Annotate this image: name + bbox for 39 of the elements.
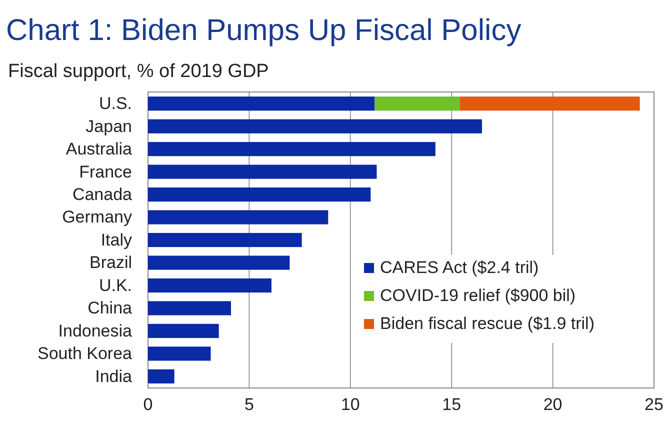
y-tick-label: France bbox=[79, 162, 132, 182]
bar bbox=[374, 96, 460, 111]
y-tick-label: Brazil bbox=[89, 253, 132, 272]
x-tick-label: 20 bbox=[543, 395, 562, 414]
y-tick-label: India bbox=[95, 366, 133, 386]
y-tick-label: Canada bbox=[72, 184, 133, 204]
x-tick-label: 15 bbox=[442, 395, 462, 414]
x-tick-label: 25 bbox=[644, 395, 664, 414]
bar bbox=[148, 119, 482, 134]
bar bbox=[148, 187, 371, 202]
x-tick-label: 5 bbox=[244, 395, 254, 414]
bar bbox=[148, 324, 219, 338]
legend-label: CARES Act ($2.4 tril) bbox=[380, 258, 539, 277]
y-tick-label: China bbox=[88, 298, 133, 318]
bar bbox=[148, 96, 375, 111]
bar bbox=[148, 232, 302, 248]
legend-label: COVID-19 relief ($900 bil) bbox=[380, 286, 576, 305]
y-tick-label: Germany bbox=[62, 208, 132, 227]
bar bbox=[148, 256, 290, 270]
bar bbox=[148, 164, 377, 179]
y-tick-label: South Korea bbox=[37, 344, 133, 364]
bar bbox=[148, 301, 231, 316]
y-tick-label: Australia bbox=[66, 140, 133, 159]
bar bbox=[148, 369, 174, 384]
chart-title: Chart 1: Biden Pumps Up Fiscal Policy bbox=[6, 14, 522, 47]
chart-subtitle: Fiscal support, % of 2019 GDP bbox=[8, 61, 269, 82]
bar bbox=[148, 278, 272, 293]
y-tick-label: Indonesia bbox=[58, 321, 133, 340]
bar bbox=[148, 346, 211, 361]
bar bbox=[148, 210, 328, 224]
y-tick-label: U.K. bbox=[98, 276, 132, 295]
bar bbox=[460, 96, 640, 111]
y-tick-label: Japan bbox=[86, 116, 132, 136]
x-tick-label: 0 bbox=[143, 395, 153, 414]
y-tick-label: U.S. bbox=[98, 94, 132, 114]
x-tick-label: 10 bbox=[340, 395, 360, 414]
y-tick-label: Italy bbox=[100, 230, 132, 250]
legend-label: Biden fiscal rescue ($1.9 tril) bbox=[380, 314, 594, 333]
bar bbox=[148, 142, 436, 156]
